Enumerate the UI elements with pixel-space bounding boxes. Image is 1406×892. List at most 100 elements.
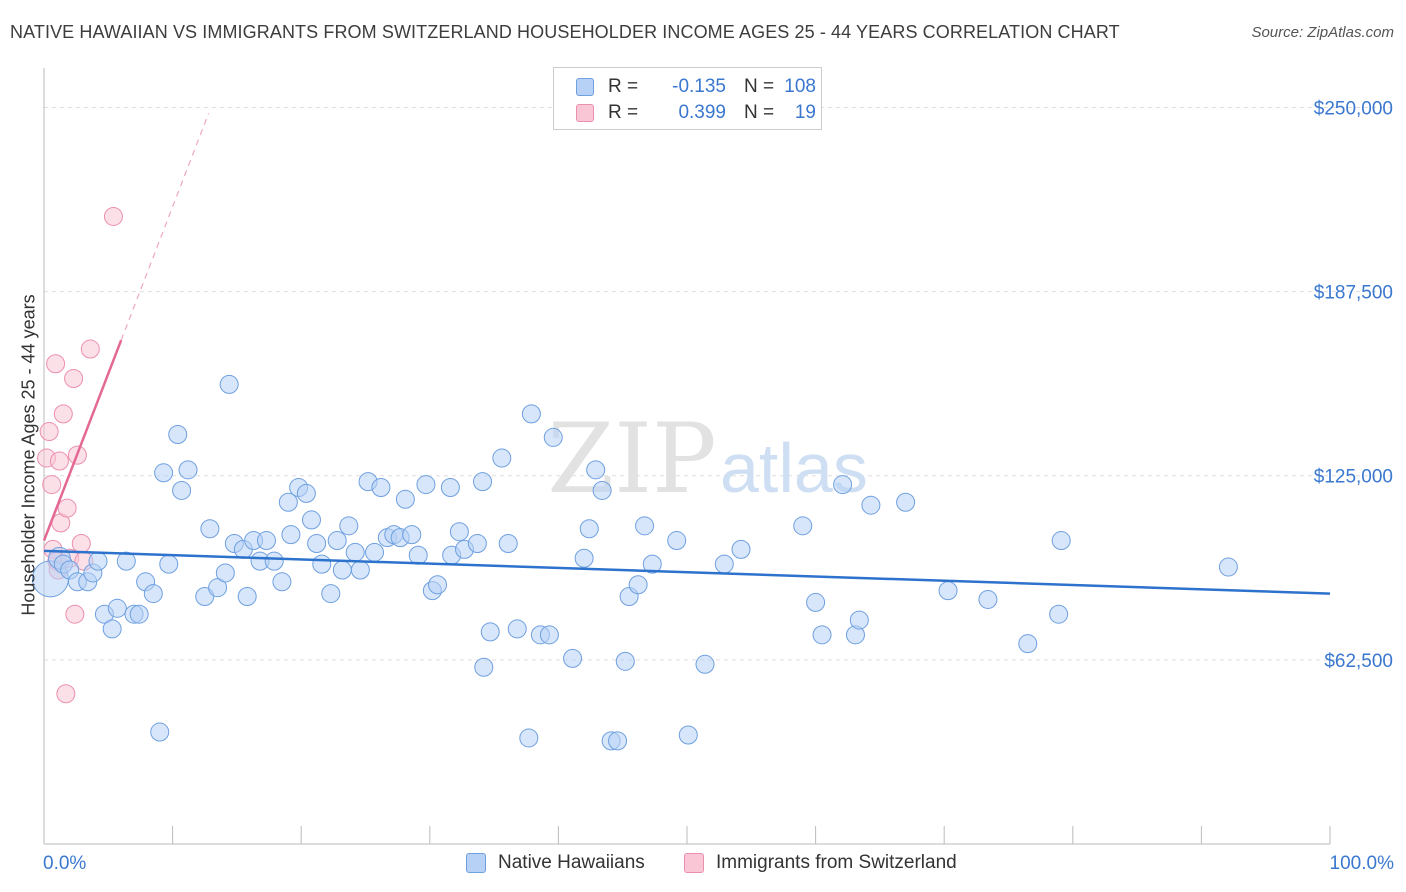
trend-lines — [42, 113, 1331, 595]
trend-line-immigrants-switzerland — [42, 339, 123, 541]
watermark-atlas: atlas — [720, 429, 868, 507]
legend-swatch-blue — [576, 78, 594, 96]
point-native-hawaiians — [395, 489, 415, 509]
point-native-hawaiians — [440, 478, 460, 498]
x-min-label: 0.0% — [43, 853, 86, 874]
point-native-hawaiians — [678, 725, 698, 745]
point-native-hawaiians — [150, 722, 170, 742]
point-native-hawaiians — [467, 533, 487, 553]
legend-row-native-hawaiians: R = -0.135 N = 108 — [576, 75, 816, 99]
point-immigrants-switzerland — [49, 451, 69, 471]
point-native-hawaiians — [628, 575, 648, 595]
legend-r-label: R = — [608, 76, 639, 97]
point-native-hawaiians — [574, 548, 594, 568]
point-immigrants-switzerland — [46, 354, 66, 374]
point-native-hawaiians — [143, 584, 163, 604]
point-native-hawaiians — [428, 575, 448, 595]
legend-swatch-pink — [576, 104, 594, 122]
legend-label-immigrants-switzerland: Immigrants from Switzerland — [716, 852, 957, 873]
point-native-hawaiians — [498, 533, 518, 553]
legend-label-native-hawaiians: Native Hawaiians — [498, 852, 645, 873]
trend-line-native-hawaiians — [43, 549, 1331, 595]
point-native-hawaiians — [473, 472, 493, 492]
point-native-hawaiians — [116, 551, 136, 571]
point-native-hawaiians — [345, 542, 365, 562]
point-native-hawaiians — [978, 589, 998, 609]
point-native-hawaiians — [1018, 634, 1038, 654]
point-immigrants-switzerland — [53, 404, 73, 424]
gridlines — [44, 106, 1394, 661]
y-tick-label: $187,500 — [1314, 283, 1393, 304]
point-native-hawaiians — [301, 510, 321, 530]
point-native-hawaiians — [507, 619, 527, 639]
point-immigrants-switzerland — [56, 684, 76, 704]
legend-r-value: 0.399 — [678, 102, 726, 123]
legend-item-immigrants-switzerland: Immigrants from Switzerland — [684, 852, 957, 874]
point-immigrants-switzerland — [64, 369, 84, 389]
point-native-hawaiians — [635, 516, 655, 536]
point-native-hawaiians — [793, 516, 813, 536]
point-native-hawaiians — [408, 545, 428, 565]
point-immigrants-switzerland — [80, 339, 100, 359]
point-native-hawaiians — [543, 427, 563, 447]
legend-n-label: N = — [744, 76, 775, 97]
point-immigrants-switzerland — [65, 604, 85, 624]
point-native-hawaiians — [806, 592, 826, 612]
point-native-hawaiians — [579, 519, 599, 539]
point-native-hawaiians — [208, 578, 228, 598]
point-native-hawaiians — [332, 560, 352, 580]
source-label: Source: ZipAtlas.com — [1251, 24, 1394, 41]
point-native-hawaiians — [896, 492, 916, 512]
point-native-hawaiians — [449, 522, 469, 542]
point-native-hawaiians — [264, 551, 284, 571]
point-native-hawaiians — [938, 581, 958, 601]
point-native-hawaiians — [129, 604, 149, 624]
point-native-hawaiians — [178, 460, 198, 480]
point-native-hawaiians — [219, 374, 239, 394]
y-tick-labels: $62,500 $125,000 $187,500 $250,000 — [1314, 98, 1393, 671]
point-native-hawaiians — [296, 483, 316, 503]
legend-item-native-hawaiians: Native Hawaiians — [466, 852, 645, 874]
point-native-hawaiians — [714, 554, 734, 574]
point-native-hawaiians — [402, 525, 422, 545]
chart-title: NATIVE HAWAIIAN VS IMMIGRANTS FROM SWITZ… — [10, 22, 1120, 42]
legend-n-value: 19 — [794, 102, 816, 123]
x-max-label: 100.0% — [1330, 853, 1395, 874]
point-native-hawaiians — [350, 560, 370, 580]
point-native-hawaiians — [731, 539, 751, 559]
point-native-hawaiians — [307, 533, 327, 553]
point-native-hawaiians — [159, 554, 179, 574]
point-native-hawaiians — [480, 622, 500, 642]
point-native-hawaiians — [586, 460, 606, 480]
point-native-hawaiians — [321, 584, 341, 604]
point-native-hawaiians — [256, 531, 276, 551]
point-native-hawaiians — [200, 519, 220, 539]
legend-n-label: N = — [744, 102, 775, 123]
point-native-hawaiians — [102, 619, 122, 639]
point-immigrants-switzerland — [42, 475, 62, 495]
y-tick-label: $62,500 — [1324, 651, 1393, 672]
legend-row-immigrants-switzerland: R = 0.399 N = 19 — [576, 101, 816, 125]
point-native-hawaiians — [539, 625, 559, 645]
watermark: ZIP atlas — [547, 403, 867, 515]
point-native-hawaiians — [849, 610, 869, 630]
point-native-hawaiians — [1218, 557, 1238, 577]
point-native-hawaiians — [521, 404, 541, 424]
point-native-hawaiians — [615, 651, 635, 671]
point-native-hawaiians — [88, 551, 108, 571]
point-native-hawaiians — [168, 424, 188, 444]
point-native-hawaiians — [608, 731, 628, 751]
point-native-hawaiians — [272, 572, 292, 592]
point-immigrants-switzerland — [103, 206, 123, 226]
legend-r-value: -0.135 — [672, 76, 726, 97]
point-immigrants-switzerland — [71, 533, 91, 553]
point-native-hawaiians — [592, 480, 612, 500]
point-native-hawaiians — [371, 478, 391, 498]
point-native-hawaiians — [237, 587, 257, 607]
point-native-hawaiians — [642, 554, 662, 574]
legend-n-value: 108 — [784, 76, 816, 97]
point-native-hawaiians — [812, 625, 832, 645]
y-axis-title: Householder Income Ages 25 - 44 years — [18, 294, 39, 616]
y-tick-label: $250,000 — [1314, 98, 1393, 119]
